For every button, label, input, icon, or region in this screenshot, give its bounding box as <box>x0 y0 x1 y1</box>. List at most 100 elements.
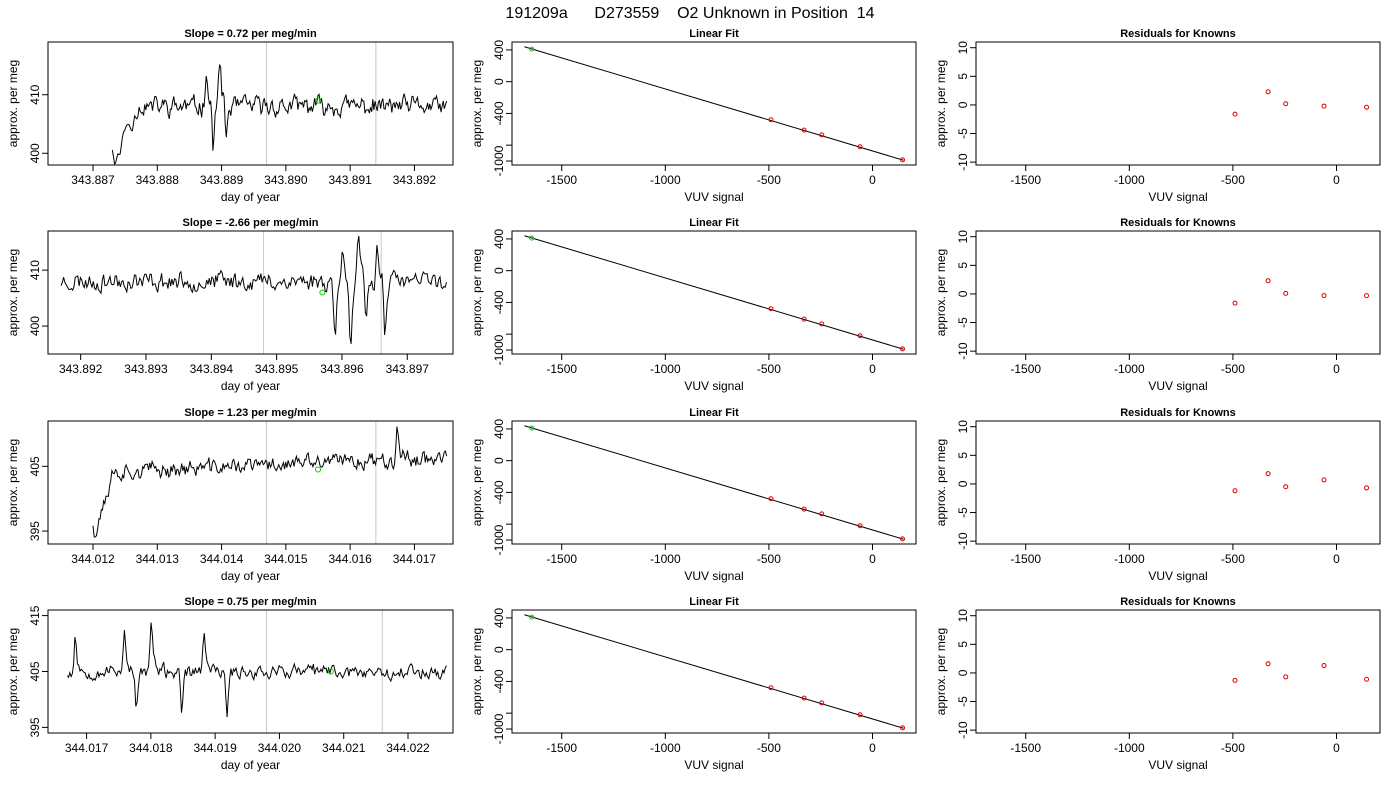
linear-fit-panel-3: Linear Fit-1500 -1000 -500 04000-400-1000VU… <box>470 407 917 583</box>
x-tick-label: -1000 <box>650 741 681 755</box>
panel-title: Linear Fit <box>689 28 739 40</box>
residual-point <box>1265 89 1271 95</box>
plot-frame <box>975 420 1381 545</box>
linear-fit-panel-2: Linear Fit-1500 -1000 -500 04000-400-1000VU… <box>470 217 917 393</box>
x-tick-label: -1500 <box>546 741 577 755</box>
residual-point <box>1321 103 1327 109</box>
panel-title: Linear Fit <box>689 596 739 608</box>
x-tick-label: 344.016 <box>328 552 372 566</box>
x-tick-label: 0 <box>1333 173 1340 187</box>
y-axis-label: approx. per meg <box>6 249 20 336</box>
data-trace <box>92 426 448 538</box>
y-axis-label: approx. per meg <box>470 439 484 526</box>
panel-plot-area <box>1232 89 1370 117</box>
x-tick-label: 0 <box>869 741 876 755</box>
panel-plot-area <box>524 425 906 542</box>
x-tick-label: 344.019 <box>193 741 237 755</box>
plot-frame <box>47 41 454 166</box>
known-point <box>768 685 774 691</box>
x-tick-label: 343.890 <box>264 173 308 187</box>
y-tick-label: -5 <box>956 507 970 518</box>
x-tick-label: -1500 <box>1010 552 1041 566</box>
unknown-mean-marker <box>319 289 326 296</box>
x-axis-label: VUV signal <box>684 569 743 583</box>
x-tick-label: 344.017 <box>393 552 437 566</box>
x-tick-label: -1500 <box>546 552 577 566</box>
residual-point <box>1265 471 1271 477</box>
y-tick-label: 5 <box>956 452 970 459</box>
x-axis-label: VUV signal <box>1148 569 1207 583</box>
x-tick-label: -500 <box>757 741 781 755</box>
x-tick-label: 0 <box>869 362 876 376</box>
y-tick-label: 395 <box>28 717 42 737</box>
known-point <box>857 144 863 150</box>
y-tick-label: 0 <box>956 101 970 108</box>
panel-title: Linear Fit <box>689 407 739 419</box>
residual-point <box>1283 674 1289 680</box>
x-axis-label: VUV signal <box>684 379 743 393</box>
time-series-panel-4: Slope = 0.75 per meg/min 344.017 344.018 34… <box>6 596 454 772</box>
y-tick-label: -10 <box>956 721 970 739</box>
unknown-point <box>529 235 535 241</box>
y-tick-label: 0 <box>492 78 506 85</box>
y-tick-label: -10 <box>956 532 970 550</box>
panel-title: Residuals for Knowns <box>1120 28 1236 40</box>
residual-point <box>1283 290 1289 296</box>
known-point <box>768 117 774 123</box>
x-tick-label: 343.897 <box>386 362 430 376</box>
plot-frame <box>47 230 454 355</box>
unknown-mean-marker <box>327 668 334 675</box>
known-point <box>900 346 906 352</box>
residual-point <box>1321 293 1327 299</box>
y-tick-label: -400 <box>492 101 506 125</box>
residual-point <box>1321 477 1327 483</box>
data-trace <box>60 235 447 344</box>
x-tick-label: -500 <box>757 362 781 376</box>
x-tick-label: 344.018 <box>129 741 173 755</box>
known-point <box>768 306 774 312</box>
y-tick-label: -5 <box>956 128 970 139</box>
panel-title: Slope = 1.23 per meg/min <box>184 407 317 419</box>
x-tick-label: -1500 <box>546 173 577 187</box>
x-tick-label: -500 <box>757 173 781 187</box>
y-tick-label: 405 <box>28 661 42 681</box>
y-tick-label: -400 <box>492 480 506 504</box>
y-axis-label: approx. per meg <box>934 439 948 526</box>
residual-point <box>1232 488 1238 494</box>
x-tick-label: 344.020 <box>258 741 302 755</box>
y-tick-label: 10 <box>956 420 970 434</box>
known-point <box>857 712 863 718</box>
linear-fit-panel-1: Linear Fit-1500 -1000 -500 04000-400-1000VU… <box>470 28 917 204</box>
x-axis-label: day of year <box>221 379 280 393</box>
y-tick-label: 400 <box>492 419 506 439</box>
residual-point <box>1321 662 1327 668</box>
x-tick-label: 343.888 <box>136 173 180 187</box>
x-tick-label: 344.022 <box>386 741 430 755</box>
y-tick-label: 0 <box>956 480 970 487</box>
panel-plot-area <box>524 614 906 731</box>
y-tick-label: 410 <box>28 260 42 280</box>
y-tick-label: -1000 <box>492 713 506 744</box>
panel-plot-area <box>1232 661 1370 683</box>
y-axis-label: approx. per meg <box>6 439 20 526</box>
y-tick-label: -1000 <box>492 334 506 365</box>
known-point <box>900 725 906 731</box>
y-tick-label: -400 <box>492 669 506 693</box>
residual-point <box>1232 677 1238 683</box>
unknown-mean-marker <box>315 97 321 104</box>
known-point <box>900 536 906 542</box>
y-axis-label: approx. per meg <box>934 60 948 147</box>
x-tick-label: 343.891 <box>328 173 372 187</box>
x-tick-label: 343.887 <box>71 173 115 187</box>
fit-line <box>524 425 904 540</box>
x-tick-label: 343.892 <box>393 173 437 187</box>
x-tick-label: 344.015 <box>264 552 308 566</box>
x-tick-label: -1500 <box>1010 173 1041 187</box>
panel-title: Residuals for Knowns <box>1120 596 1236 608</box>
x-tick-label: 343.894 <box>190 362 234 376</box>
panel-title: Linear Fit <box>689 217 739 229</box>
y-axis-label: approx. per meg <box>470 249 484 336</box>
x-axis-label: day of year <box>221 758 280 772</box>
known-point <box>768 496 774 502</box>
